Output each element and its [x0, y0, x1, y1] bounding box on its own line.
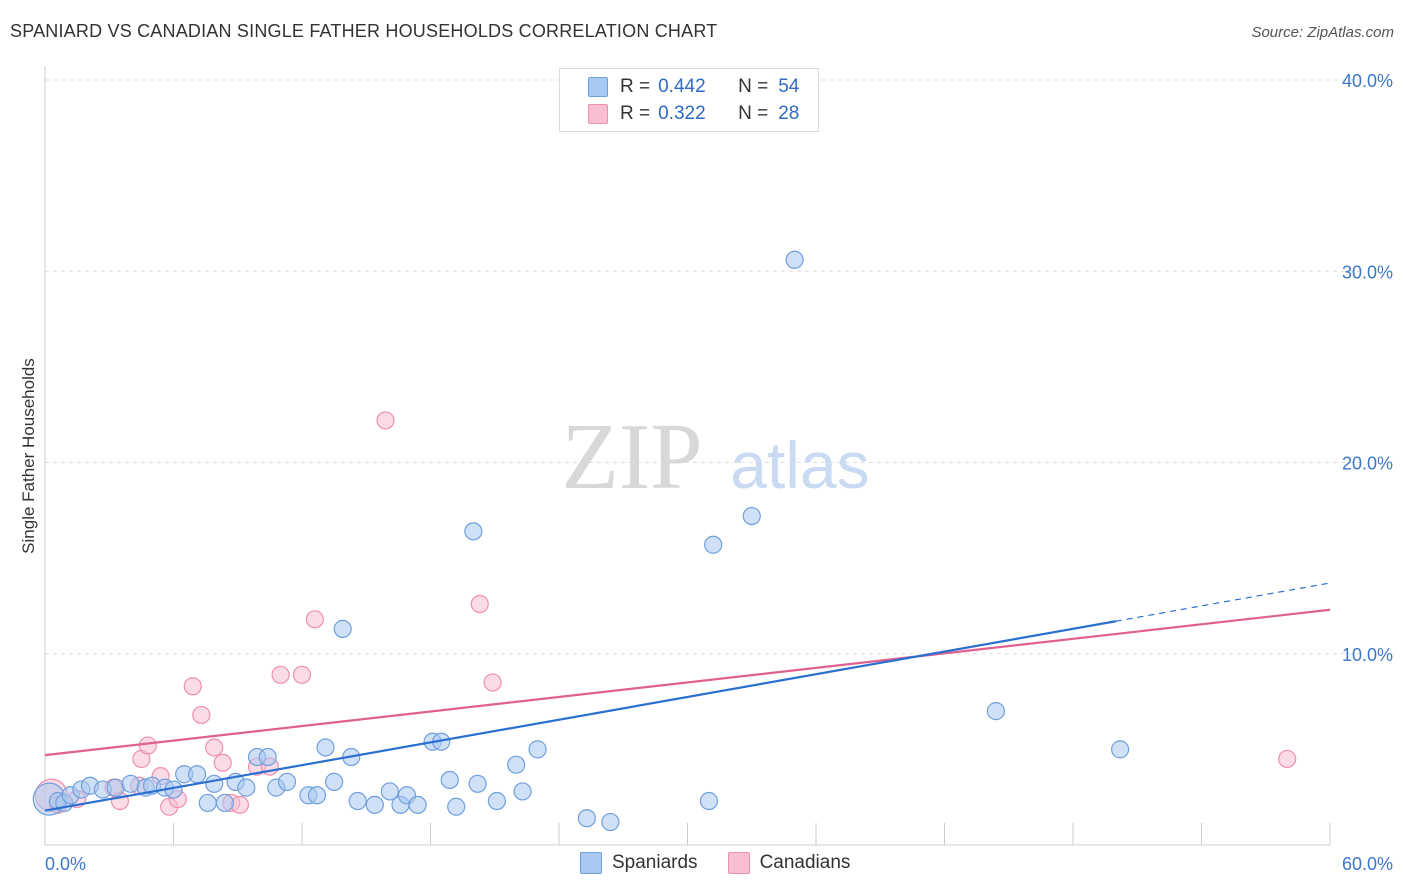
legend-n-value-canadians: 28: [778, 103, 800, 124]
watermark-atlas: atlas: [730, 428, 869, 502]
spaniards-point: [333, 619, 352, 638]
legend-r-value-canadians: 0.322: [658, 103, 706, 124]
series-legend: Spaniards Canadians: [580, 852, 880, 874]
canadians-point: [192, 705, 211, 725]
y-tick-label: 30.0%: [1342, 262, 1393, 282]
y-axis-label: Single Father Households: [19, 358, 38, 554]
tick-labels: 10.0% 20.0% 30.0% 40.0% 0.0% 60.0%: [45, 71, 1393, 874]
legend-r-value-spaniards: 0.442: [658, 76, 706, 97]
legend-row-canadians: R = 0.322 N = 28: [560, 102, 799, 126]
spaniards-trendline: [44, 620, 1117, 812]
spaniards-point: [106, 778, 125, 797]
spaniards-point: [577, 809, 596, 828]
spaniards-point: [1111, 740, 1130, 759]
spaniards-point: [237, 778, 256, 797]
legend-swatch-spaniards: [588, 77, 608, 97]
y-tick-label: 40.0%: [1342, 71, 1393, 91]
legend-n-label: N =: [738, 76, 769, 97]
spaniards-point: [307, 786, 327, 805]
spaniards-point: [468, 774, 487, 793]
chart-title: SPANIARD VS CANADIAN SINGLE FATHER HOUSE…: [10, 21, 718, 41]
legend-swatch-canadians: [588, 104, 608, 124]
spaniards-point: [487, 791, 506, 811]
spaniards-point: [215, 793, 234, 813]
legend-swatch-spaniards: [580, 852, 602, 874]
watermark: ZIP atlas: [562, 405, 870, 509]
grid-lines: [45, 79, 1365, 655]
spaniards-point: [528, 740, 547, 759]
canadians-point: [376, 411, 395, 430]
y-tick-label: 20.0%: [1342, 454, 1393, 474]
legend-swatch-canadians: [727, 852, 750, 874]
spaniards-point: [408, 795, 427, 814]
series-legend-canadians: Canadians: [727, 852, 851, 874]
legend-n-label: N =: [738, 103, 769, 124]
canadians-point: [183, 677, 202, 696]
spaniards-point: [277, 772, 297, 791]
series-legend-label: Canadians: [759, 852, 851, 873]
spaniards-point: [699, 791, 719, 811]
series-legend-spaniards: Spaniards: [580, 852, 698, 874]
canadians-point: [271, 665, 290, 684]
spaniards-point: [507, 755, 526, 774]
x-tick-label: 60.0%: [1342, 854, 1393, 874]
canadians-point: [205, 738, 224, 757]
spaniards-point: [121, 774, 140, 793]
canadians-point: [292, 665, 312, 684]
spaniards-trendline-extension: [1115, 582, 1331, 622]
canadians-trendline: [44, 608, 1331, 757]
canadians-point: [483, 673, 502, 692]
spaniards-point: [464, 522, 483, 541]
watermark-zip: ZIP: [562, 405, 703, 509]
legend-r-label: R =: [620, 103, 651, 124]
series-legend-label: Spaniards: [612, 852, 698, 873]
spaniards-point: [513, 782, 532, 801]
trendlines: [44, 582, 1331, 812]
canadians-point: [1278, 749, 1297, 769]
canadians-point: [305, 610, 324, 629]
x-tick-label: 0.0%: [45, 854, 86, 874]
spaniards-point: [742, 506, 761, 526]
spaniards-point: [704, 535, 723, 554]
spaniards-point: [986, 702, 1006, 721]
spaniards-point: [365, 795, 384, 814]
y-tick-label: 10.0%: [1342, 645, 1393, 665]
spaniards-point: [601, 812, 620, 832]
spaniards-point: [380, 782, 399, 801]
spaniards-point: [187, 765, 207, 784]
axes: [44, 66, 1331, 846]
stats-legend: R = 0.442 N = 54 R = 0.322 N = 28: [559, 68, 819, 132]
canadians-point: [138, 736, 157, 755]
canadians-point: [213, 753, 232, 772]
canadians-point: [230, 795, 249, 814]
spaniards-point: [440, 770, 459, 790]
canadians-point: [470, 594, 489, 614]
spaniards-point: [785, 250, 804, 269]
legend-r-label: R =: [620, 76, 651, 97]
spaniards-points: [32, 250, 1130, 832]
legend-row-spaniards: R = 0.442 N = 54: [560, 75, 799, 99]
spaniards-point: [258, 747, 277, 767]
spaniards-point: [198, 793, 217, 813]
spaniards-point: [205, 774, 224, 793]
spaniards-point: [325, 772, 344, 791]
spaniards-point: [316, 738, 335, 757]
spaniards-point: [447, 797, 466, 816]
spaniards-point: [348, 791, 367, 811]
source-label: Source: ZipAtlas.com: [1251, 24, 1394, 41]
legend-n-value-spaniards: 54: [778, 76, 800, 97]
